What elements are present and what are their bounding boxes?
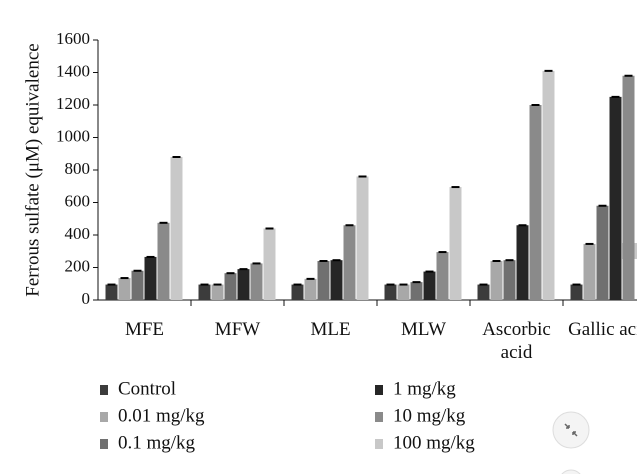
x-tick-label: Ascorbic acid — [482, 319, 551, 363]
bar — [423, 271, 436, 300]
bar — [436, 252, 449, 300]
legend-label: 100 mg/kg — [393, 432, 475, 453]
bar — [263, 228, 276, 300]
legend-swatch — [100, 412, 108, 422]
bar — [157, 222, 170, 300]
bar — [330, 260, 343, 300]
y-tick-label: 1000 — [56, 126, 90, 145]
legend-swatch — [375, 412, 383, 422]
bar — [583, 243, 596, 300]
bar — [529, 105, 542, 300]
x-tick-label: MLW — [400, 319, 447, 340]
bar — [198, 284, 211, 300]
bar — [118, 278, 131, 300]
bar — [542, 70, 555, 300]
legend-label: 0.01 mg/kg — [118, 405, 205, 426]
y-tick-label: 1600 — [56, 29, 90, 48]
legend-swatch — [100, 439, 108, 449]
bar — [622, 75, 635, 300]
y-tick-label: 1400 — [56, 61, 90, 80]
legend-swatch — [375, 439, 383, 449]
y-tick-label: 400 — [65, 224, 91, 243]
legend-label: 1 mg/kg — [393, 378, 456, 399]
legend-label: 0.1 mg/kg — [118, 432, 196, 453]
bar — [490, 261, 503, 300]
bar — [105, 284, 118, 300]
bar — [596, 205, 609, 300]
bar — [516, 225, 529, 300]
bar — [570, 284, 583, 300]
y-tick-label: 600 — [65, 191, 91, 210]
collapse-icon — [564, 423, 578, 437]
x-tick-label: MFW — [214, 319, 261, 340]
bar — [609, 96, 622, 300]
legend-label: 10 mg/kg — [393, 405, 466, 426]
bar — [477, 284, 490, 300]
y-tick-label: 0 — [82, 289, 91, 308]
bar — [317, 261, 330, 300]
bar — [343, 225, 356, 300]
x-tick-label: MLE — [310, 319, 351, 340]
bar — [291, 284, 304, 300]
bar — [384, 284, 397, 300]
y-axis-label: Ferrous sulfate (μM) equivalence — [22, 43, 43, 296]
legend-label: Control — [118, 378, 176, 399]
bar — [131, 270, 144, 300]
bar — [170, 157, 183, 300]
bar — [410, 282, 423, 300]
x-tick-label: Gallic acid — [568, 319, 637, 340]
bar — [449, 187, 462, 300]
collapse-button[interactable] — [552, 411, 590, 449]
legend-swatch — [100, 385, 108, 395]
bar — [503, 260, 516, 300]
bar — [397, 284, 410, 300]
bar — [144, 256, 157, 300]
x-tick-label: MFE — [124, 319, 165, 340]
bar — [211, 284, 224, 300]
y-tick-label: 800 — [65, 159, 91, 178]
round-button[interactable] — [559, 469, 583, 474]
y-tick-label: 1200 — [56, 94, 90, 113]
legend-swatch — [375, 385, 383, 395]
y-tick-label: 200 — [65, 256, 91, 275]
bar — [237, 269, 250, 300]
bar — [250, 263, 263, 300]
bar — [224, 273, 237, 300]
bar — [304, 278, 317, 300]
bar — [356, 176, 369, 300]
